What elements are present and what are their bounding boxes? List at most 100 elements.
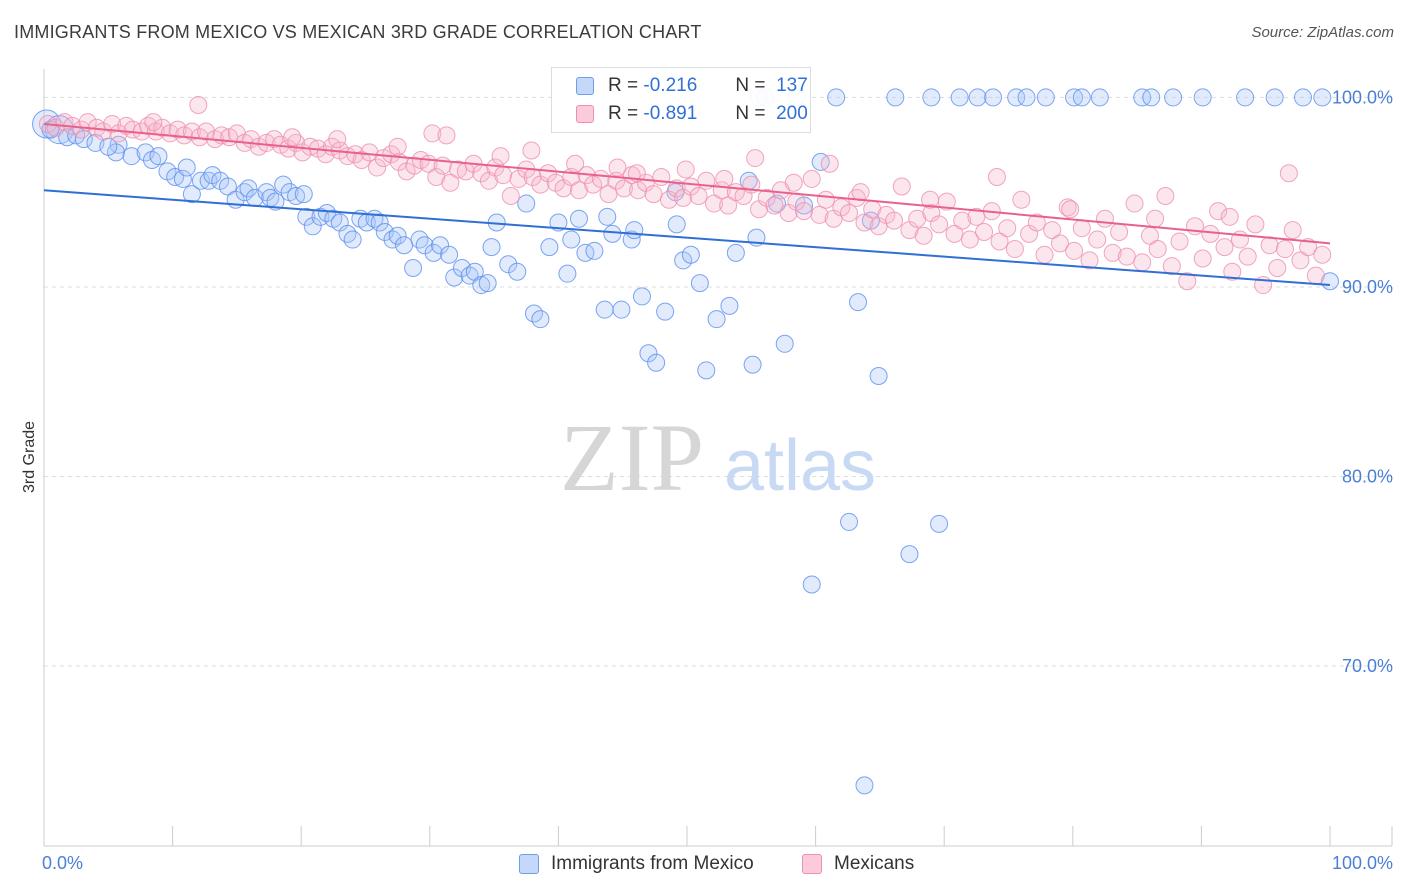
legend-swatch-blue	[576, 77, 594, 95]
data-point	[990, 232, 1009, 251]
data-point	[1193, 249, 1212, 268]
data-point	[352, 150, 371, 169]
data-point	[522, 141, 541, 160]
data-point	[810, 205, 829, 224]
data-point	[1215, 238, 1234, 257]
data-point	[975, 222, 994, 241]
trend-lines	[43, 122, 1331, 287]
data-point	[1170, 232, 1189, 251]
data-point	[1095, 209, 1114, 228]
data-point	[404, 258, 423, 277]
data-point	[855, 776, 874, 795]
data-point	[531, 310, 550, 329]
data-point	[1178, 272, 1197, 291]
data-point	[1162, 257, 1181, 276]
data-point	[1072, 219, 1091, 238]
x-tick-label: 100.0%	[1332, 853, 1393, 873]
legend-r-value-pink: -0.891	[643, 103, 698, 124]
data-point	[1027, 213, 1046, 232]
data-point	[625, 221, 644, 240]
data-point	[886, 88, 905, 107]
bottom-legend-label-pink: Mexicans	[834, 853, 915, 874]
watermark-zip: ZIP	[560, 404, 704, 511]
data-point	[294, 185, 313, 204]
data-point	[1265, 88, 1284, 107]
data-point	[1133, 253, 1152, 272]
data-point	[283, 128, 302, 147]
data-point	[1209, 202, 1228, 221]
data-point	[328, 130, 347, 149]
data-point	[1061, 200, 1080, 219]
data-point	[930, 215, 949, 234]
x-tick-label: 0.0%	[42, 853, 83, 873]
data-point	[827, 88, 846, 107]
source-label: Source: ZipAtlas.com	[1251, 24, 1394, 41]
data-point	[1236, 88, 1255, 107]
data-point	[94, 122, 113, 141]
data-point	[517, 194, 536, 213]
legend-r-label: R =	[608, 103, 639, 124]
data-point	[715, 169, 734, 188]
data-point	[639, 344, 658, 363]
data-point	[1299, 238, 1318, 257]
data-point	[1125, 194, 1144, 213]
data-point	[338, 224, 357, 243]
trend-line-mexicans	[43, 122, 1331, 245]
data-point	[558, 264, 577, 283]
legend-swatch-pink	[576, 105, 594, 123]
data-point	[218, 177, 237, 196]
data-point	[656, 302, 675, 321]
data-point	[266, 192, 285, 211]
data-point	[743, 355, 762, 374]
data-point	[1283, 221, 1302, 240]
data-point	[849, 293, 868, 312]
data-point	[784, 173, 803, 192]
data-point	[816, 190, 835, 209]
data-point	[445, 268, 464, 287]
data-point	[410, 230, 429, 249]
data-point	[343, 230, 362, 249]
data-point	[1223, 262, 1242, 281]
axes	[43, 69, 1393, 847]
data-point	[1090, 88, 1109, 107]
data-point	[719, 196, 738, 215]
data-point	[197, 122, 216, 141]
data-point	[1164, 88, 1183, 107]
data-point	[388, 226, 407, 245]
data-point	[689, 186, 708, 205]
data-point	[509, 169, 528, 188]
data-point	[851, 183, 870, 202]
data-point	[370, 213, 389, 232]
data-point	[746, 149, 765, 168]
data-point	[189, 96, 208, 115]
data-point	[820, 154, 839, 173]
data-point	[287, 186, 306, 205]
data-point	[1220, 207, 1239, 226]
data-point	[950, 88, 969, 107]
data-point	[388, 137, 407, 156]
data-point	[437, 126, 456, 145]
data-point	[775, 334, 794, 353]
data-point	[440, 245, 459, 264]
data-point	[984, 88, 1003, 107]
y-tick-label: 70.0%	[1342, 656, 1393, 676]
chart-title: IMMIGRANTS FROM MEXICO VS MEXICAN 3RD GR…	[14, 22, 702, 42]
data-point	[1088, 230, 1107, 249]
data-point	[608, 158, 627, 177]
data-point	[1142, 88, 1161, 107]
data-point	[182, 185, 201, 204]
data-point	[585, 241, 604, 260]
data-point	[1193, 88, 1212, 107]
data-point	[1007, 88, 1026, 107]
data-point	[1148, 240, 1167, 259]
data-point	[998, 219, 1017, 238]
data-point	[840, 204, 859, 223]
data-point	[612, 300, 631, 319]
data-point	[960, 230, 979, 249]
data-point	[987, 168, 1006, 187]
data-point	[757, 188, 776, 207]
legend-n-label: N =	[735, 103, 766, 124]
data-point	[431, 236, 450, 255]
data-point	[508, 262, 527, 281]
data-point	[802, 575, 821, 594]
